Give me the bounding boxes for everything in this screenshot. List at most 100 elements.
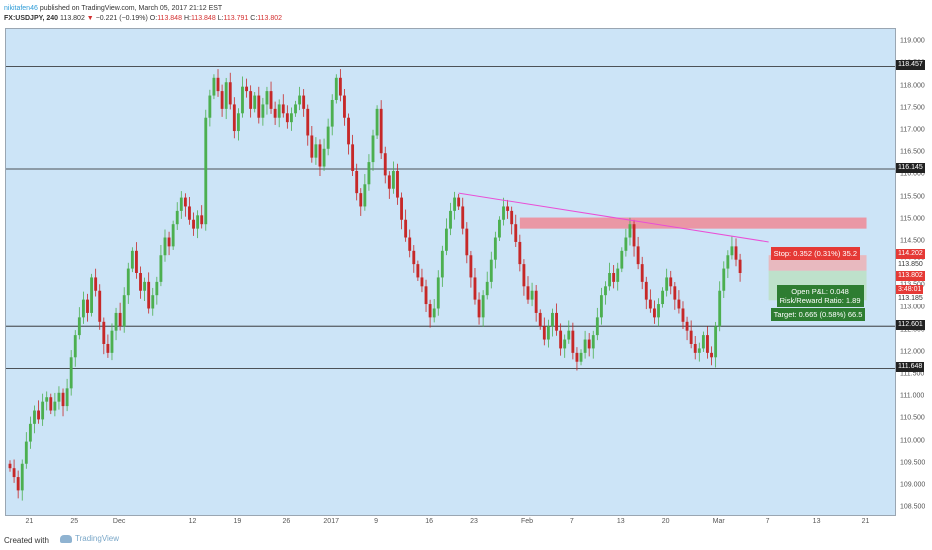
candle-body <box>151 295 155 309</box>
candle-body <box>355 170 359 194</box>
candle-body <box>338 77 342 96</box>
y-tick-label: 116.000 <box>900 170 925 178</box>
stop-label: Stop: 0.352 (0.31%) 35.2 <box>770 247 861 261</box>
x-tick-label: 13 <box>616 518 625 525</box>
level-price-tag: 111.648 <box>896 362 925 373</box>
candle-body <box>61 392 65 407</box>
candle-body <box>20 463 24 491</box>
candle-body <box>424 286 428 305</box>
candle-body <box>408 237 412 251</box>
candle-body <box>416 264 420 278</box>
level-price-tag: 112.601 <box>896 320 925 331</box>
candle-body <box>506 206 510 211</box>
candle-body <box>204 117 208 225</box>
candle-body <box>257 95 261 118</box>
x-tick-label: Mar <box>712 518 725 525</box>
low-label: L: <box>217 15 224 22</box>
candle-body <box>41 401 45 420</box>
candle-body <box>498 219 501 238</box>
y-tick-label: 112.000 <box>900 348 925 356</box>
candle-body <box>322 148 326 167</box>
candle-body <box>351 144 355 171</box>
x-tick-label: 21 <box>861 518 870 525</box>
candle-body <box>139 273 142 291</box>
x-tick-label: 7 <box>569 518 574 525</box>
candle-body <box>298 95 302 105</box>
author-link[interactable]: nikitafen46 <box>4 5 38 12</box>
candle-body <box>591 335 595 349</box>
candle-body <box>126 268 130 296</box>
candle-body <box>343 95 346 118</box>
candle-body <box>420 277 424 287</box>
candle-body <box>200 215 204 225</box>
candle-body <box>167 237 171 247</box>
low-value: 113.791 <box>223 15 249 22</box>
position-price-tag: 3:48:01 <box>896 284 924 295</box>
candle-body <box>208 95 212 118</box>
candle-body <box>326 126 330 149</box>
candle-body <box>469 255 473 278</box>
candle-body <box>236 113 240 132</box>
price-chart-plot[interactable]: Stop: 0.352 (0.31%) 35.2 Open P&L: 0.048… <box>5 28 896 516</box>
candle-body <box>579 352 583 362</box>
candle-body <box>12 468 16 478</box>
candle-body <box>665 277 669 291</box>
y-tick-label: 116.500 <box>900 148 925 156</box>
candle-body <box>599 295 603 318</box>
candle-body <box>587 339 591 349</box>
candle-body <box>449 210 452 229</box>
candlestick-chart[interactable] <box>6 29 896 516</box>
y-tick-label: 118.000 <box>900 82 925 90</box>
candle-body <box>485 281 489 296</box>
candle-body <box>473 277 477 300</box>
x-tick-label: 9 <box>374 518 379 525</box>
candle-body <box>102 321 106 344</box>
candle-body <box>567 330 571 340</box>
candle-body <box>245 86 248 92</box>
y-tick-label: 117.500 <box>900 104 925 112</box>
candle-body <box>636 246 640 265</box>
tradingview-text: TradingView <box>75 534 120 543</box>
chart-header: nikitafen46 published on TradingView.com… <box>0 0 932 28</box>
candle-body <box>383 153 387 176</box>
candle-body <box>192 219 195 229</box>
tradingview-brand[interactable]: TradingView <box>60 534 119 543</box>
candle-body <box>628 224 632 238</box>
trend-line <box>458 192 769 243</box>
candle-body <box>428 304 432 318</box>
candle-body <box>677 299 681 309</box>
candle-body <box>685 321 689 331</box>
candle-body <box>224 82 228 109</box>
candle-body <box>285 113 289 123</box>
candle-body <box>330 99 334 127</box>
candle-body <box>595 317 599 336</box>
candle-body <box>571 330 575 353</box>
y-tick-label: 114.500 <box>900 237 925 245</box>
x-tick-label: Dec <box>112 518 126 525</box>
candle-body <box>130 250 134 269</box>
candle-body <box>722 268 726 291</box>
candle-body <box>738 259 742 273</box>
candle-body <box>522 264 526 287</box>
time-axis[interactable]: 21 25 Dec 12 19 26 2017 9 16 23 Feb 7 13 20 Mar 7 13 21 <box>5 516 896 530</box>
position-price-tag: 113.850 <box>896 259 925 270</box>
candle-body <box>155 281 159 296</box>
candle-body <box>8 463 12 469</box>
candle-body <box>669 277 673 287</box>
candle-body <box>81 299 85 318</box>
candle-body <box>620 250 624 269</box>
candle-body <box>314 144 318 158</box>
candle-body <box>530 290 534 300</box>
candle-body <box>334 77 338 100</box>
candle-body <box>33 410 36 424</box>
candle-body <box>86 299 89 313</box>
candle-body <box>612 273 616 282</box>
last-price: 113.802 <box>60 15 85 22</box>
candle-body <box>444 228 448 251</box>
candle-body <box>122 295 126 327</box>
price-axis[interactable]: 108.500 109.000 109.500 110.000 110.500 111.0… <box>896 28 932 516</box>
candle-body <box>16 477 20 491</box>
candle-body <box>318 144 322 167</box>
candle-body <box>379 108 383 154</box>
candle-body <box>171 224 175 247</box>
